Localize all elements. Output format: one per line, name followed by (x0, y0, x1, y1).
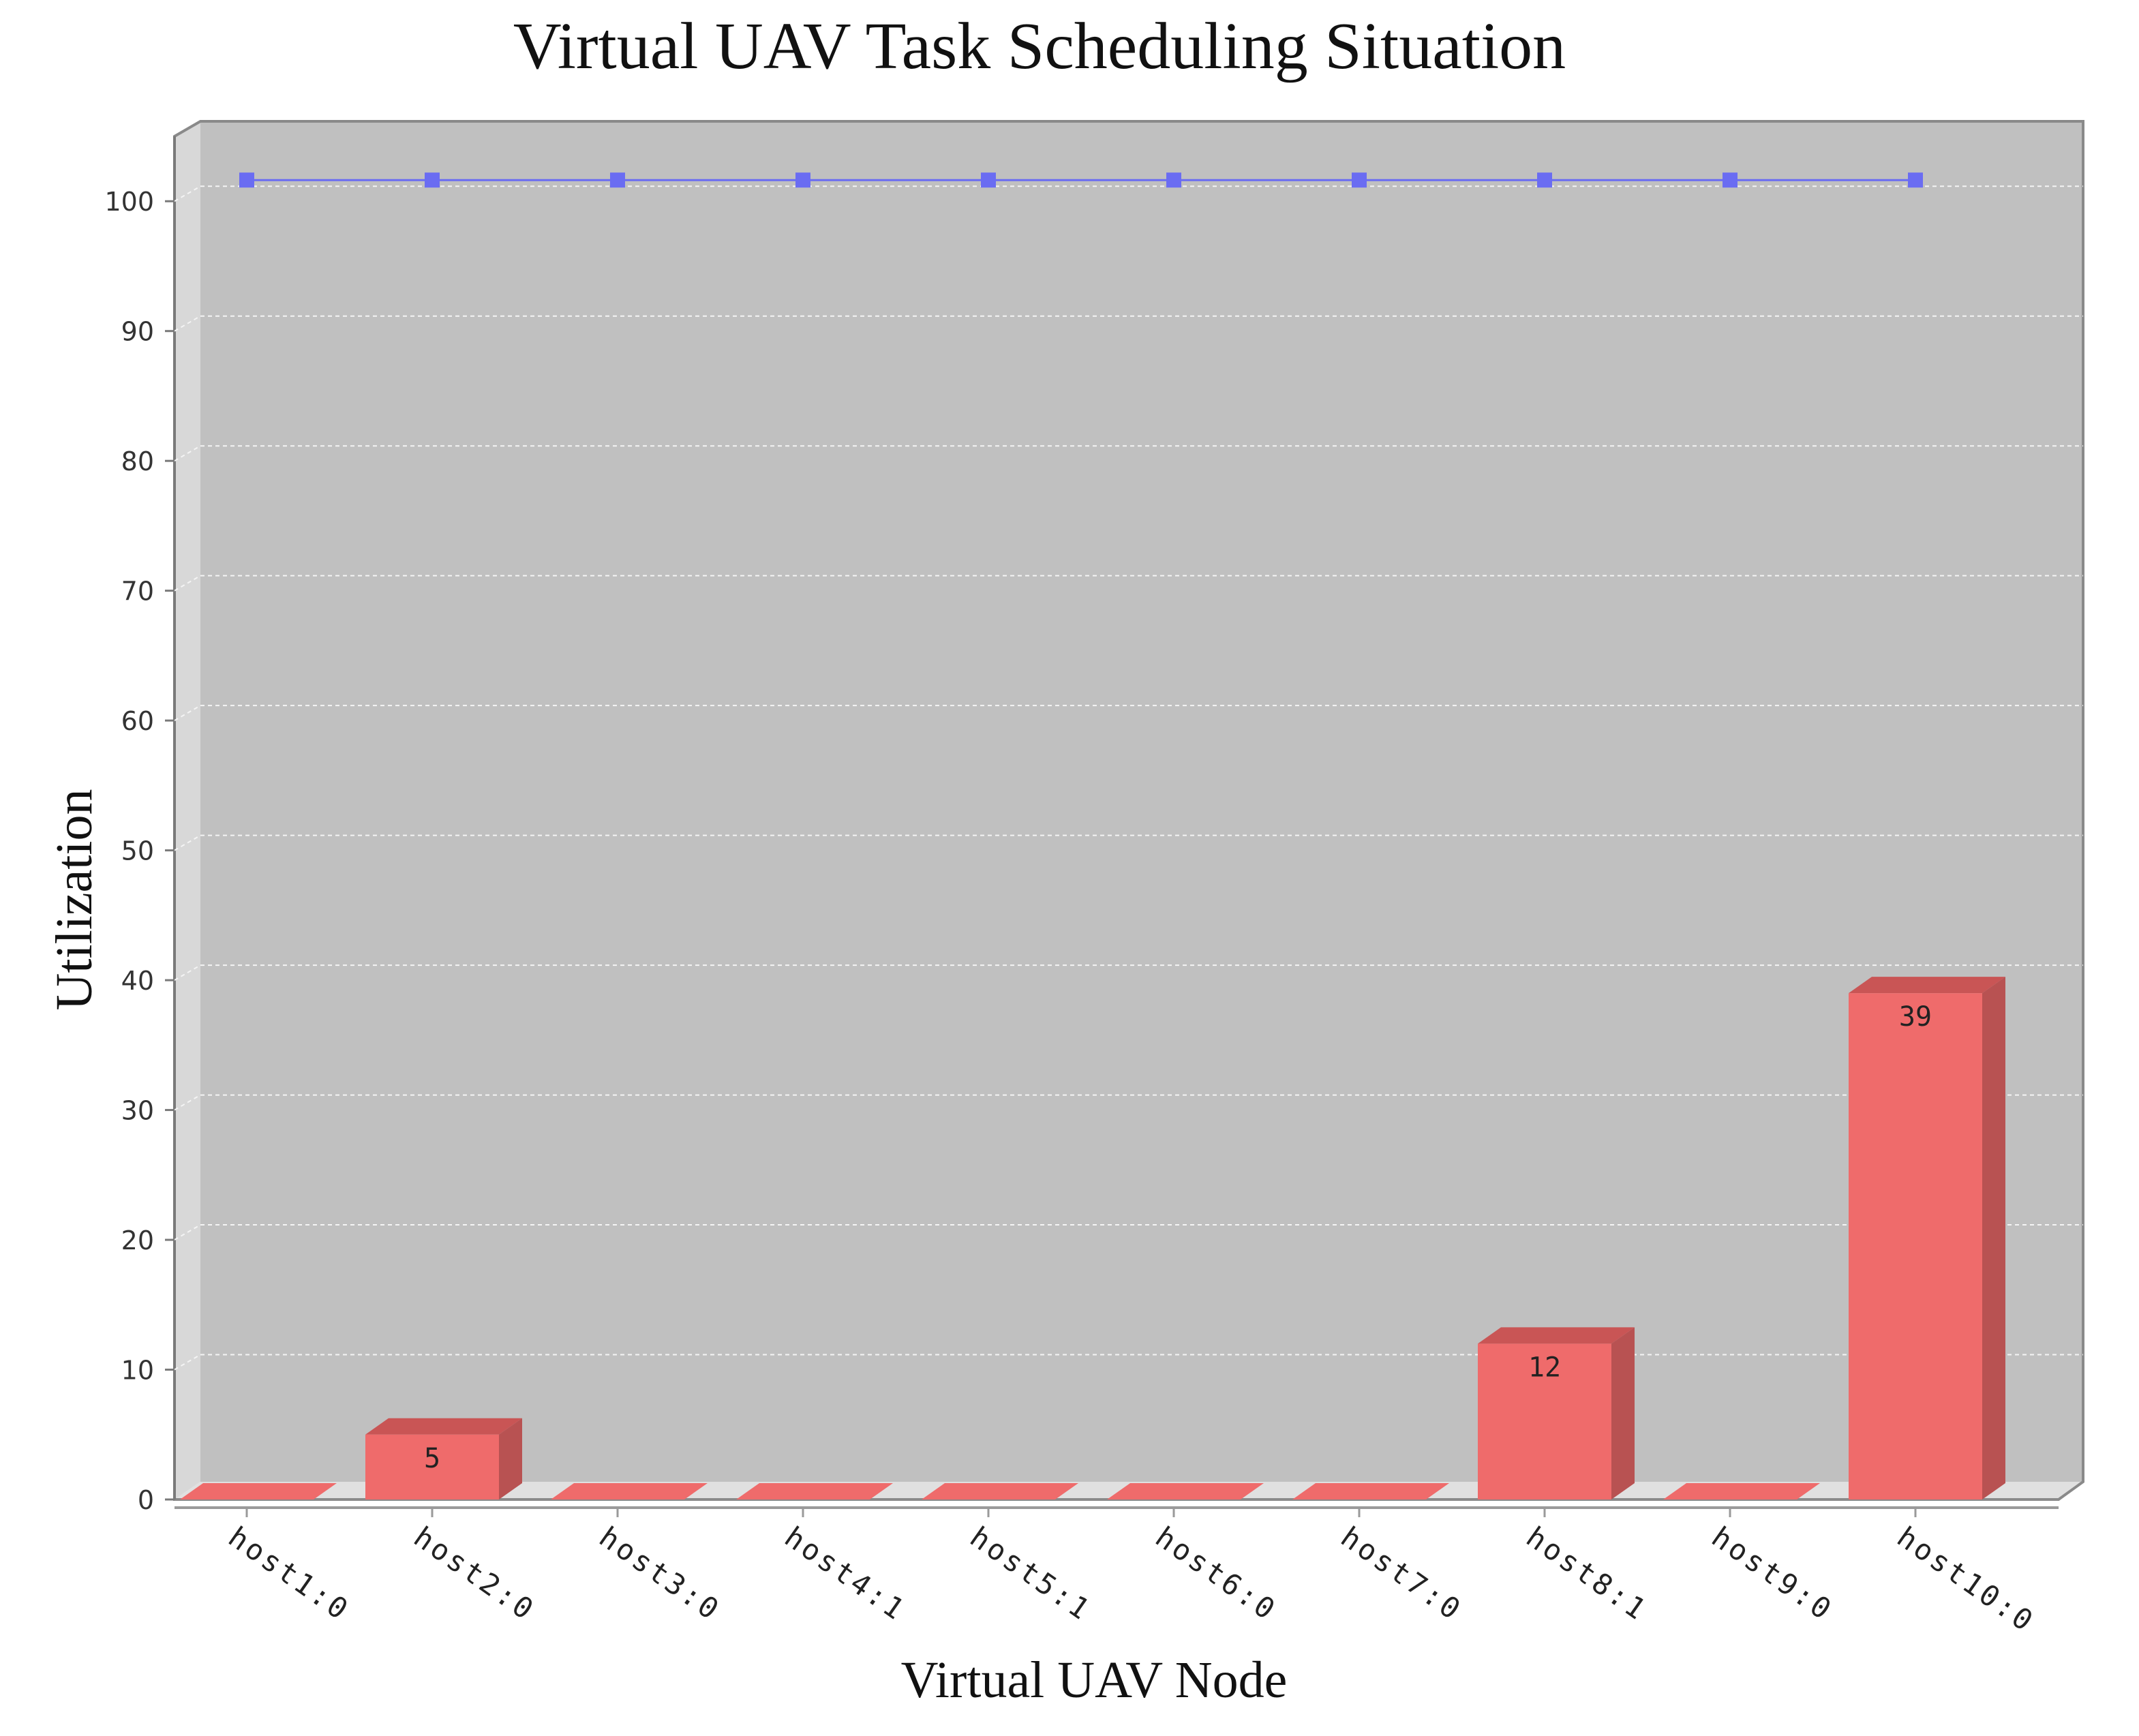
line-marker (1537, 172, 1552, 188)
bar-front (1849, 993, 1982, 1499)
line-marker (425, 172, 440, 188)
bar-flat (1107, 1483, 1264, 1499)
bar-flat (1292, 1483, 1449, 1499)
data-label: 5 (424, 1443, 440, 1474)
line-marker (1723, 172, 1738, 188)
plot-background (200, 121, 2083, 1482)
line-marker (981, 172, 996, 188)
bars: 5 12 39 (180, 977, 2005, 1499)
bar (1107, 1483, 1264, 1499)
bar-top (1478, 1327, 1635, 1344)
y-tick-label: 60 (121, 706, 154, 736)
bar-side (499, 1418, 522, 1499)
gridline-wall (174, 1354, 201, 1371)
gridline-wall (174, 445, 201, 462)
line-marker (1166, 172, 1181, 188)
bar (736, 1483, 893, 1499)
bar: 12 (1478, 1327, 1635, 1499)
line-marker (1352, 172, 1367, 188)
y-tick-label: 20 (121, 1225, 154, 1255)
y-axis-ticks: 0 10 20 30 40 50 60 70 80 90 100 (104, 187, 175, 1515)
bar: 5 (365, 1418, 522, 1499)
gridline-wall (174, 834, 201, 851)
y-tick-label: 10 (121, 1356, 154, 1386)
bar-top (1849, 977, 2005, 994)
y-tick-label: 50 (121, 836, 154, 866)
bar-side (1611, 1327, 1635, 1499)
bar-flat (1663, 1483, 1820, 1499)
line-marker (610, 172, 625, 188)
gridline-wall (174, 185, 201, 202)
line-marker (1908, 172, 1923, 188)
y-tick-label: 70 (121, 577, 154, 607)
gridlines (174, 185, 2083, 1371)
bar-flat (180, 1483, 337, 1499)
bar-top (365, 1418, 522, 1435)
bar-side (1982, 977, 2005, 1499)
y-tick-label: 80 (121, 446, 154, 476)
bar-flat (922, 1483, 1078, 1499)
y-tick-label: 100 (104, 187, 154, 217)
y-tick-label: 30 (121, 1096, 154, 1126)
bar-flat (551, 1483, 708, 1499)
gridline-wall (174, 1094, 201, 1111)
bar-flat (736, 1483, 893, 1499)
y-axis-label: Utilization (46, 789, 103, 1010)
line-marker (795, 172, 810, 188)
gridline-wall (174, 964, 201, 981)
gridline-wall (174, 1224, 201, 1240)
bar (1292, 1483, 1449, 1499)
gridline-wall (174, 705, 201, 722)
bar (551, 1483, 708, 1499)
bar-front (1478, 1343, 1611, 1499)
plot-left-wall (175, 121, 200, 1499)
bar-front (365, 1434, 499, 1499)
line-marker (239, 172, 254, 188)
data-label: 12 (1528, 1352, 1561, 1383)
chart-title: Virtual UAV Task Scheduling Situation (513, 10, 1566, 83)
gridline-wall (174, 575, 201, 592)
x-axis-label: Virtual UAV Node (901, 1651, 1288, 1709)
y-tick-label: 40 (121, 966, 154, 996)
bar: 39 (1849, 977, 2005, 1499)
bar (922, 1483, 1078, 1499)
line-series (239, 172, 1923, 188)
bar (1663, 1483, 1820, 1499)
y-tick-label: 0 (138, 1485, 154, 1515)
data-label: 39 (1899, 1001, 1932, 1033)
bar (180, 1483, 337, 1499)
gridline-wall (174, 315, 201, 332)
y-tick-label: 90 (121, 317, 154, 347)
